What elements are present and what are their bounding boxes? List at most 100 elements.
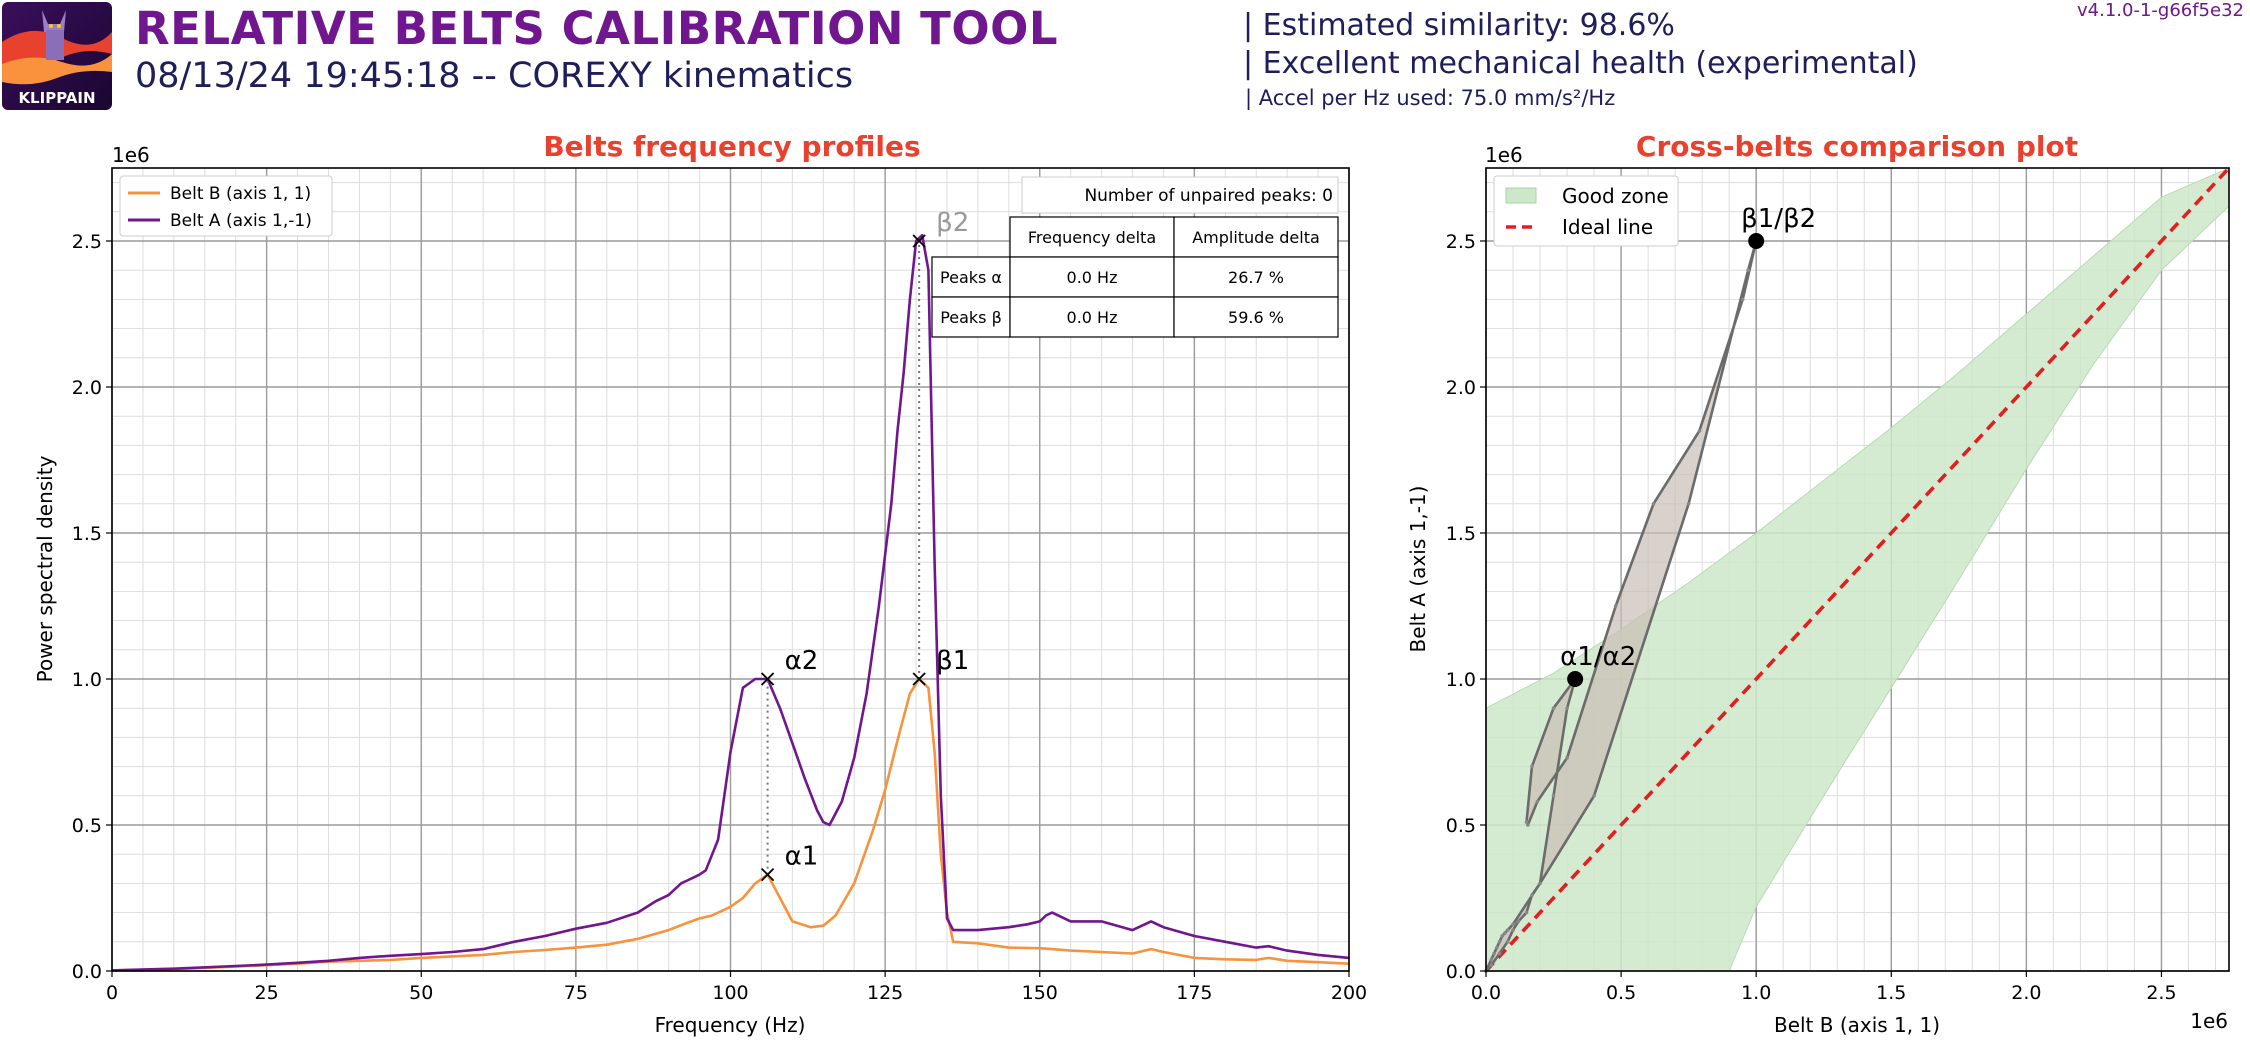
y-tick-label: 2.5 (1446, 231, 1476, 253)
comparison-point (1565, 756, 1569, 760)
series-line-belt-a (111, 233, 1350, 972)
health-text: | Excellent mechanical health (experimen… (1243, 46, 1918, 81)
unpaired-peaks-text: Number of unpaired peaks: 0 (1084, 186, 1333, 206)
y-scale-label: 1e6 (1485, 143, 1523, 167)
table-value: 26.7 % (1228, 268, 1284, 287)
peak-point-label: α1/α2 (1560, 642, 1636, 672)
peak-marker (760, 672, 775, 686)
comparison-point (1740, 297, 1745, 302)
y-tick-label: 1.0 (72, 669, 102, 691)
table-value: 59.6 % (1228, 308, 1284, 327)
table-cell (1173, 296, 1339, 338)
comparison-point (1651, 502, 1656, 506)
x-tick-label: 0 (106, 982, 118, 1004)
comparison-point (1535, 799, 1540, 804)
accel-text: | Accel per Hz used: 75.0 mm/s²/Hz (1245, 86, 1616, 110)
x-tick-label: 0.0 (1471, 982, 1501, 1004)
x-tick-label: 200 (1331, 982, 1367, 1004)
table-value: Peaks β (940, 308, 1002, 327)
peak-point (1748, 233, 1765, 249)
legend-item-ideal-line: Ideal line (1562, 215, 1653, 239)
comparison-fill (1486, 241, 1757, 971)
table-cell (1009, 296, 1175, 338)
x-scale-label: 1e6 (2190, 1009, 2228, 1033)
comparison-point (1551, 706, 1556, 710)
chart-title: Belts frequency profiles (543, 130, 920, 163)
comparison-point (1511, 928, 1515, 932)
x-tick-label: 1.0 (1741, 982, 1771, 1004)
page-subtitle: 08/13/24 19:45:18 -- COREXY kinematics (135, 56, 854, 96)
table-cell (1173, 256, 1339, 298)
peak-label: α2 (785, 646, 819, 676)
x-tick-label: 75 (564, 982, 588, 1004)
y-tick-label: 2.0 (1446, 377, 1476, 399)
comparison-point (1530, 764, 1534, 769)
x-tick-label: 2.0 (2011, 982, 2041, 1004)
x-tick-label: 0.5 (1606, 982, 1636, 1004)
comparison-point (1524, 820, 1529, 824)
comparison-point (1503, 931, 1507, 935)
y-tick-label: 0.0 (72, 961, 102, 983)
legend-item-belt-b: Belt B (axis 1, 1) (170, 184, 311, 204)
table-cell (1009, 256, 1175, 298)
legend-item-belt-a: Belt A (axis 1,-1) (170, 211, 312, 231)
comparison-point (1500, 934, 1505, 938)
y-tick-label: 2.5 (72, 231, 102, 253)
x-tick-label: 100 (712, 982, 748, 1004)
y-axis-label: Belt A (axis 1,-1) (1406, 486, 1430, 653)
chart-legend: Good zone Ideal line (1493, 175, 1679, 247)
ideal-line (1484, 166, 2231, 973)
logo-text: KLIPPAIN (18, 89, 95, 107)
comparison-point (1516, 919, 1521, 924)
legend-item-good-zone: Good zone (1562, 184, 1669, 208)
comparison-point (1565, 706, 1569, 710)
version-label: v4.1.0-1-g66f5e32 (2077, 0, 2244, 21)
comparison-point (1511, 922, 1515, 927)
table-value: Peaks α (940, 268, 1002, 287)
comparison-point (1697, 429, 1702, 433)
comparison-point (1686, 502, 1691, 506)
peak-marker (912, 672, 926, 686)
peak-label: β2 (936, 208, 969, 238)
comparison-point (1551, 794, 1556, 798)
comparison-point (1489, 957, 1494, 962)
klippain-logo-icon: KLIPPAIN (2, 2, 112, 110)
x-tick-label: 150 (1022, 982, 1058, 1004)
comparison-point (1505, 940, 1510, 944)
y-axis-label: Power spectral density (33, 455, 57, 682)
chart-title: Cross-belts comparison plot (1636, 130, 2078, 163)
x-tick-label: 2.5 (2146, 982, 2176, 1004)
x-tick-label: 25 (255, 982, 279, 1004)
table-cell (931, 296, 1011, 338)
series-line-belt-b (111, 677, 1350, 972)
comparison-point (1497, 940, 1502, 944)
table-cell (1009, 216, 1175, 258)
table-header: Amplitude delta (1192, 228, 1320, 247)
peak-marker (760, 868, 775, 882)
x-axis-label: Frequency (Hz) (655, 1013, 806, 1037)
comparison-point (1524, 910, 1529, 915)
belts-frequency-chart: Belts frequency profiles 1e6 α1 α2 β1 β2 0 2… (33, 130, 1367, 1037)
comparison-point (1526, 823, 1530, 827)
peak-label: β1 (936, 646, 969, 676)
comparison-point (1492, 951, 1496, 956)
comparison-point (1592, 794, 1596, 798)
x-tick-label: 50 (409, 982, 433, 1004)
y-tick-label: 1.5 (72, 523, 102, 545)
y-tick-label: 2.0 (72, 377, 102, 399)
peak-point (1567, 671, 1584, 687)
cross-belts-chart: Cross-belts comparison plot 1e6 1e6 α1/α… (1406, 130, 2231, 1037)
peaks-table: Number of unpaired peaks: 0 Frequency de… (931, 176, 1339, 338)
y-tick-label: 0.5 (1446, 815, 1476, 837)
table-header: Frequency delta (1028, 228, 1156, 247)
y-tick-label: 1.0 (1446, 669, 1476, 691)
page-title: RELATIVE BELTS CALIBRATION TOOL (135, 2, 1059, 55)
comparison-point (1505, 928, 1510, 932)
comparison-point (1489, 963, 1494, 967)
table-cell (1173, 216, 1339, 258)
chart-legend: Belt B (axis 1, 1) Belt A (axis 1,-1) (119, 175, 333, 237)
plot-frame (1485, 167, 2230, 972)
y-tick-label: 0.0 (1446, 961, 1476, 983)
peak-label: α1 (785, 842, 819, 872)
comparison-point (1497, 951, 1502, 956)
